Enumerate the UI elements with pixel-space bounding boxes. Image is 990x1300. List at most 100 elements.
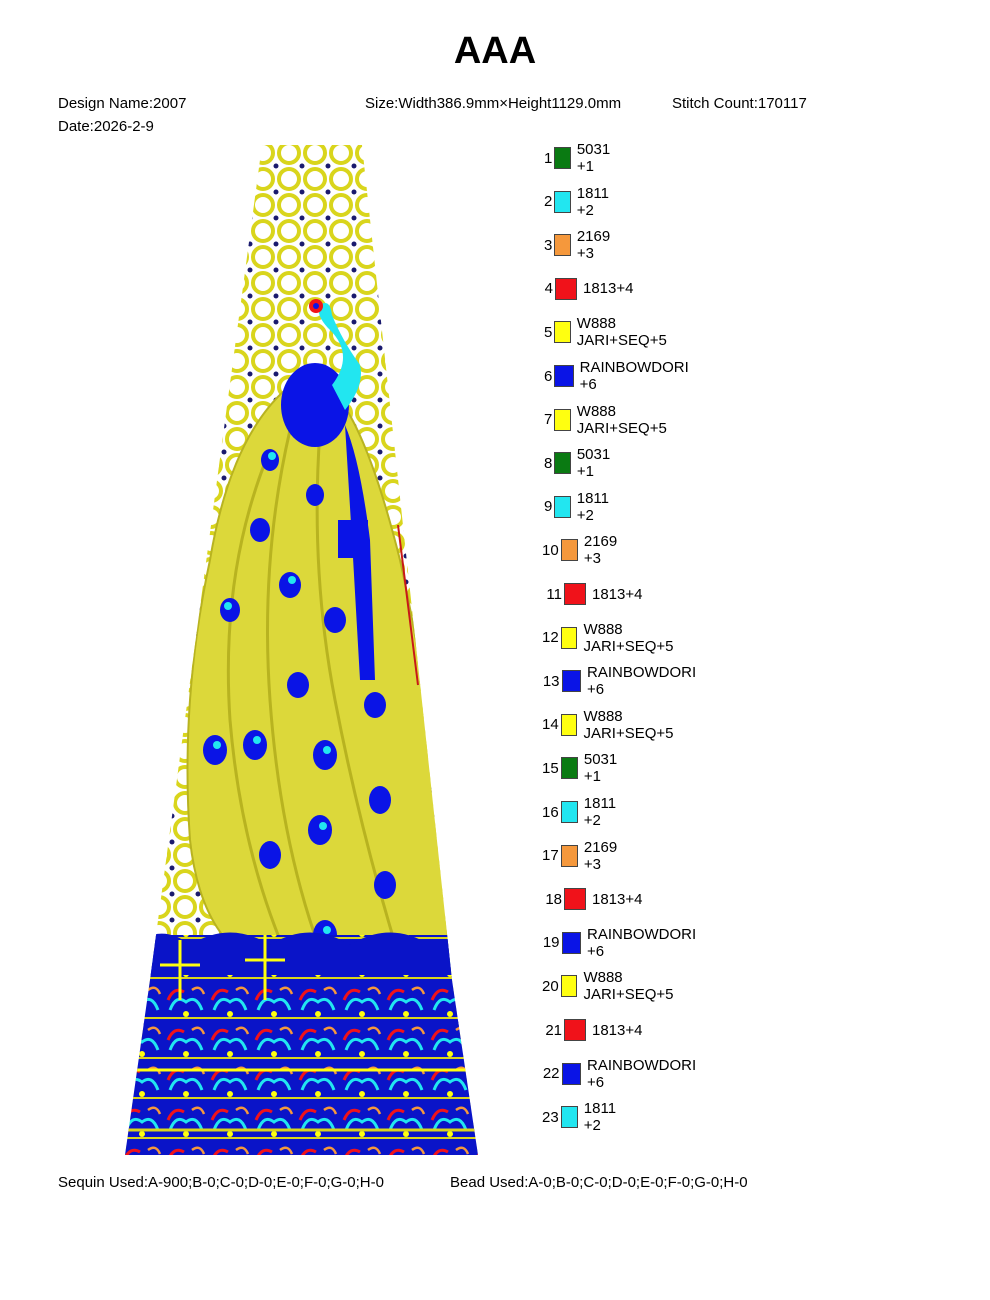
legend-number: 7 [544, 411, 553, 429]
legend-row: 23 1811 +2 [542, 1100, 624, 1134]
sequin-used: Sequin Used:A-900;B-0;C-0;D-0;E-0;F-0;G-… [58, 1174, 384, 1191]
color-swatch [560, 626, 578, 649]
legend-label: 1811 +2 [583, 795, 617, 829]
legend-row: 22 RAINBOWDORI +6 [542, 1057, 701, 1091]
design-name: Design Name:2007 [58, 95, 187, 112]
legend-label: W888 JARI+SEQ+5 [576, 315, 667, 350]
bead-used: Bead Used:A-0;B-0;C-0;D-0;E-0;F-0;G-0;H-… [450, 1174, 748, 1191]
legend-number: 18 [545, 890, 562, 908]
color-swatch [564, 1019, 586, 1041]
legend-label: 5031 +1 [576, 141, 611, 175]
legend-number: 15 [542, 759, 559, 777]
legend-row: 6 RAINBOWDORI +6 [544, 359, 692, 393]
color-swatch [554, 365, 574, 387]
embroidery-design-preview [125, 145, 478, 1155]
legend-row: 9 1811 +2 [544, 490, 615, 524]
color-swatch [554, 234, 571, 257]
legend-number: 4 [544, 280, 553, 298]
color-swatch [564, 888, 586, 911]
legend-number: 13 [542, 672, 560, 690]
color-swatch [554, 321, 571, 344]
legend-number: 10 [542, 541, 559, 559]
color-swatch [560, 757, 578, 780]
color-swatch [555, 277, 577, 300]
legend-row: 14 W888 JARI+SEQ+5 [542, 708, 682, 742]
legend-label: W888 JARI+SEQ+5 [576, 402, 667, 437]
legend-number: 1 [544, 149, 553, 167]
legend-label: W888 JARI+SEQ+5 [583, 707, 674, 742]
legend-number: 9 [544, 498, 553, 516]
legend-number: 19 [542, 934, 560, 952]
legend-label: W888 JARI+SEQ+5 [583, 969, 674, 1004]
legend-label: 2169 +3 [583, 533, 618, 568]
legend-number: 5 [544, 323, 553, 341]
legend-label: W888 JARI+SEQ+5 [583, 620, 674, 655]
legend-number: 11 [546, 585, 562, 603]
legend-row: 7 W888 JARI+SEQ+5 [544, 403, 673, 437]
legend-label: 5031 +1 [576, 446, 611, 481]
legend-number: 2 [544, 193, 553, 211]
legend-number: 20 [542, 977, 559, 995]
legend-row: 2 1811 +2 [544, 185, 615, 219]
color-swatch [554, 495, 571, 518]
legend-row: 16 1811 +2 [542, 795, 624, 829]
legend-number: 12 [542, 629, 559, 647]
legend-label: RAINBOWDORI +6 [587, 664, 697, 699]
legend-number: 17 [542, 847, 559, 865]
color-swatch [561, 931, 581, 954]
legend-number: 8 [544, 454, 553, 472]
legend-row: 1 5031 +1 [544, 141, 616, 175]
color-swatch [564, 583, 586, 605]
legend-label: 2169 +3 [583, 838, 618, 873]
legend-number: 22 [542, 1065, 560, 1083]
legend-row: 18 1813+4 [542, 886, 642, 912]
color-swatch [554, 408, 571, 431]
color-swatch [554, 147, 571, 169]
legend-row: 21 1813+4 [542, 1017, 642, 1043]
legend-row: 4 1813+4 [544, 276, 633, 302]
color-swatch [560, 1106, 578, 1129]
legend-row: 19 RAINBOWDORI +6 [542, 926, 701, 960]
stitch-count: Stitch Count:170117 [672, 95, 807, 112]
legend-label: 2169 +3 [576, 228, 611, 263]
legend-label: 1811 +2 [576, 489, 609, 524]
color-swatch [560, 844, 578, 867]
legend-row: 17 2169 +3 [542, 839, 625, 873]
page-title: AAA [453, 30, 537, 72]
legend-row: 15 5031 +1 [542, 751, 625, 785]
legend-row: 11 1813+4 [542, 581, 642, 607]
color-swatch [554, 190, 571, 213]
legend-label: 1813+4 [592, 890, 643, 908]
color-swatch [560, 801, 578, 823]
legend-label: 1811 +2 [583, 1100, 617, 1135]
legend-label: 1811 +2 [576, 184, 609, 219]
legend-number: 14 [542, 716, 559, 734]
legend-number: 3 [544, 236, 553, 254]
legend-label: 5031 +1 [583, 751, 618, 786]
legend-number: 23 [542, 1108, 559, 1126]
legend-number: 21 [545, 1021, 562, 1039]
legend-row: 3 2169 +3 [544, 228, 616, 262]
legend-label: RAINBOWDORI +6 [579, 359, 689, 393]
legend-row: 12 W888 JARI+SEQ+5 [542, 621, 682, 655]
design-date: Date:2026-2-9 [58, 118, 154, 135]
legend-row: 13 RAINBOWDORI +6 [542, 664, 701, 698]
legend-row: 20 W888 JARI+SEQ+5 [542, 969, 682, 1003]
legend-label: RAINBOWDORI +6 [587, 1056, 697, 1091]
legend-row: 10 2169 +3 [542, 533, 625, 567]
legend-row: 8 5031 +1 [544, 446, 616, 480]
legend-label: 1813+4 [583, 280, 634, 298]
legend-row: 5 W888 JARI+SEQ+5 [544, 315, 673, 349]
legend-number: 6 [544, 367, 553, 385]
color-swatch [560, 713, 578, 736]
legend-number: 16 [542, 803, 559, 821]
color-swatch [554, 452, 571, 475]
design-size: Size:Width386.9mm×Height1129.0mm [365, 95, 622, 112]
legend-label: RAINBOWDORI +6 [587, 925, 697, 960]
legend-label: 1813+4 [592, 585, 643, 603]
color-swatch [560, 539, 578, 562]
legend-label: 1813+4 [592, 1021, 643, 1039]
color-swatch [561, 670, 581, 693]
color-swatch [560, 975, 578, 998]
color-swatch [561, 1062, 581, 1085]
